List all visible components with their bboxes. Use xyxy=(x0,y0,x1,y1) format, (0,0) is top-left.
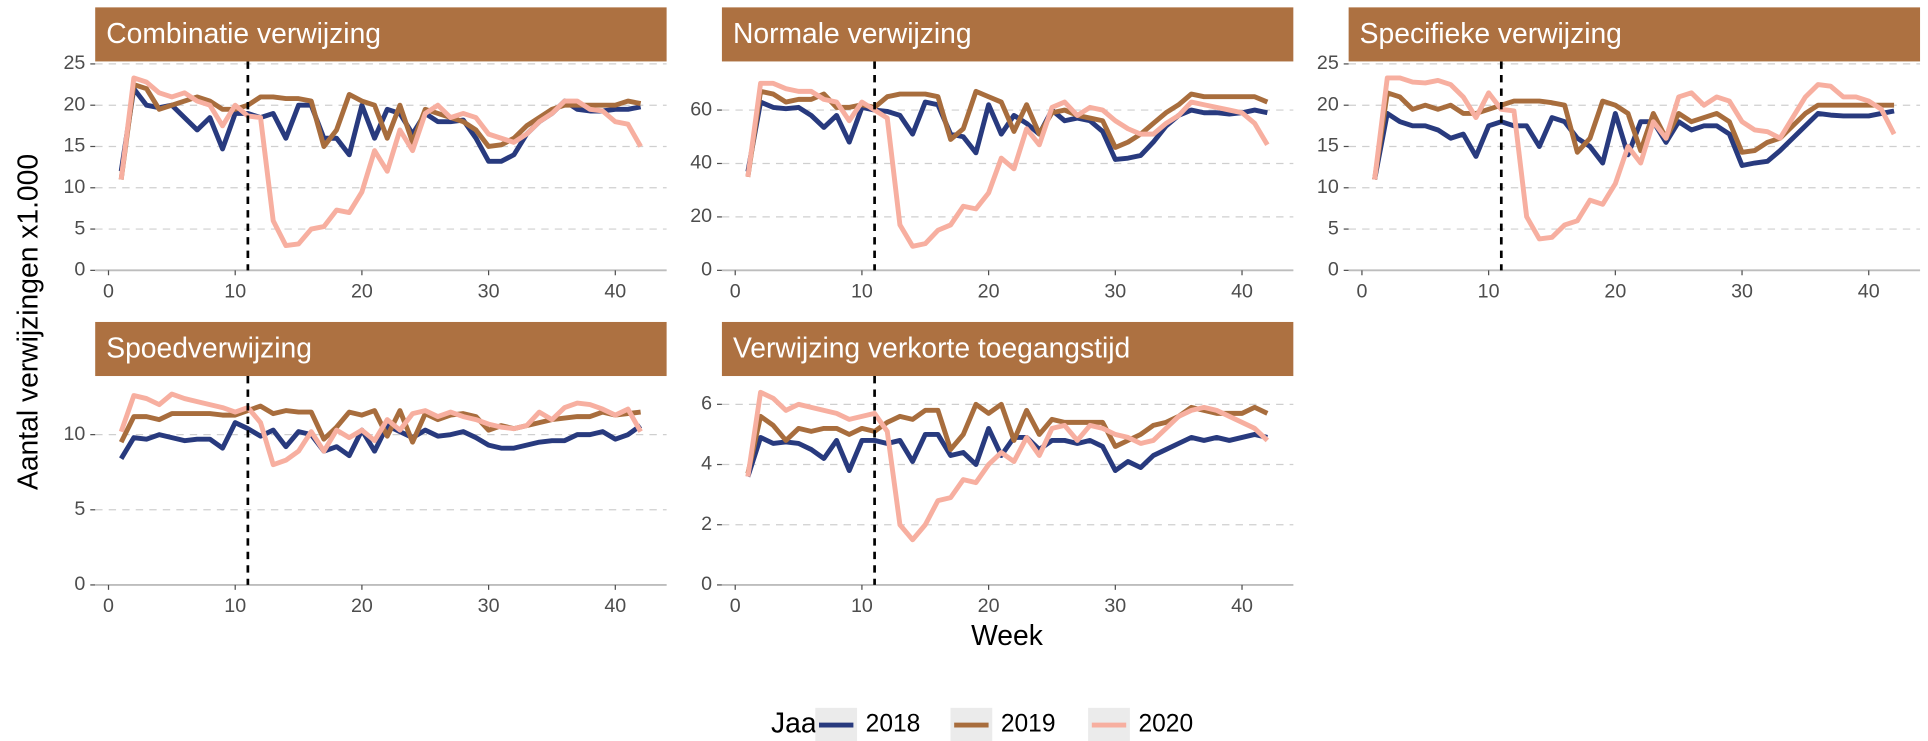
y-tick-label: 0 xyxy=(1328,259,1339,281)
x-tick-label: 40 xyxy=(604,595,626,617)
x-tick-label: 20 xyxy=(351,595,373,617)
y-tick-label: 0 xyxy=(701,573,712,595)
facet-title: Combinatie verwijzing xyxy=(106,17,381,49)
y-tick-label: 20 xyxy=(63,93,85,115)
x-axis-title: Week xyxy=(971,619,1044,651)
facet-title: Specifieke verwijzing xyxy=(1360,17,1622,49)
y-tick-label: 25 xyxy=(1317,52,1339,74)
x-tick-label: 10 xyxy=(851,595,873,617)
legend-label: 2020 xyxy=(1138,711,1193,738)
y-axis-title: Aantal verwijzingen x1.000 xyxy=(12,154,44,490)
y-tick-label: 25 xyxy=(63,52,85,74)
x-tick-label: 10 xyxy=(224,595,246,617)
x-tick-label: 0 xyxy=(103,281,114,303)
x-tick-label: 30 xyxy=(1104,281,1126,303)
x-tick-label: 0 xyxy=(1356,281,1367,303)
facet-strip xyxy=(721,7,1294,62)
series-line xyxy=(119,420,643,460)
x-tick-label: 40 xyxy=(1231,595,1253,617)
x-tick-label: 30 xyxy=(1104,595,1126,617)
x-tick-label: 40 xyxy=(1858,281,1880,303)
x-tick-label: 0 xyxy=(103,595,114,617)
y-tick-label: 6 xyxy=(701,393,712,415)
x-tick-label: 20 xyxy=(978,281,1000,303)
x-tick-label: 10 xyxy=(224,281,246,303)
y-tick-label: 5 xyxy=(74,498,85,520)
x-tick-label: 20 xyxy=(978,595,1000,617)
y-tick-label: 5 xyxy=(1328,217,1339,239)
y-tick-label: 60 xyxy=(690,98,712,120)
series-line xyxy=(1372,75,1897,242)
series-line xyxy=(118,75,643,249)
y-tick-label: 0 xyxy=(74,573,85,595)
y-tick-label: 4 xyxy=(701,453,712,475)
facet-strip xyxy=(95,321,667,377)
facet-title: Normale verwijzing xyxy=(733,17,972,49)
x-tick-label: 10 xyxy=(851,281,873,303)
series-line xyxy=(118,391,643,468)
x-tick-label: 20 xyxy=(351,281,373,303)
series-line xyxy=(1372,108,1895,180)
y-tick-label: 0 xyxy=(701,259,712,281)
y-tick-label: 20 xyxy=(1317,93,1339,115)
x-tick-label: 40 xyxy=(1231,281,1253,303)
series-line xyxy=(745,80,1270,249)
facet-strip xyxy=(721,321,1294,377)
series-line xyxy=(745,389,1270,543)
series-line xyxy=(745,425,1268,478)
x-tick-label: 20 xyxy=(1604,281,1626,303)
y-tick-label: 10 xyxy=(63,176,85,198)
y-tick-label: 2 xyxy=(701,513,712,535)
y-tick-label: 0 xyxy=(74,259,85,281)
facet-title: Verwijzing verkorte toegangstijd xyxy=(733,332,1130,364)
y-tick-label: 15 xyxy=(1317,135,1339,157)
facet-strip xyxy=(95,7,667,62)
legend-label: 2018 xyxy=(866,711,921,738)
series-line xyxy=(745,88,1269,178)
series-line xyxy=(1372,90,1895,180)
y-tick-label: 10 xyxy=(1317,176,1339,198)
x-tick-label: 30 xyxy=(478,595,500,617)
x-tick-label: 40 xyxy=(604,281,626,303)
y-tick-label: 10 xyxy=(63,423,85,445)
y-tick-label: 15 xyxy=(63,135,85,157)
x-tick-label: 30 xyxy=(1731,281,1753,303)
legend-label: 2019 xyxy=(1001,711,1056,738)
y-tick-label: 5 xyxy=(74,217,85,239)
x-tick-label: 0 xyxy=(730,281,741,303)
x-tick-label: 0 xyxy=(730,595,741,617)
facet-title: Spoedverwijzing xyxy=(106,332,312,364)
x-tick-label: 30 xyxy=(478,281,500,303)
x-tick-label: 10 xyxy=(1478,281,1500,303)
y-tick-label: 20 xyxy=(690,205,712,227)
facet-strip xyxy=(1348,7,1921,62)
y-tick-label: 40 xyxy=(690,152,712,174)
